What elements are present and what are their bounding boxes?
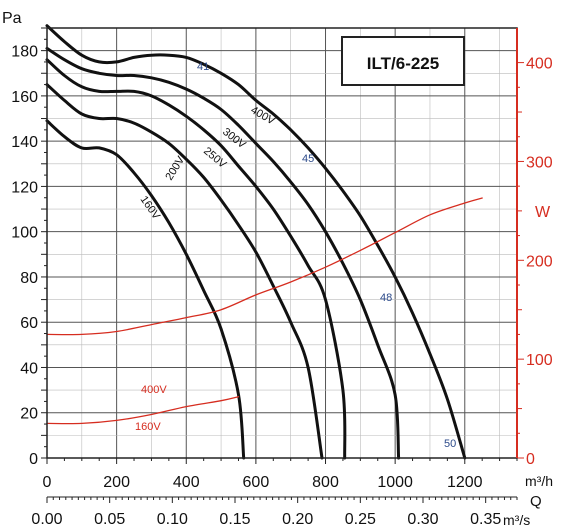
annotation-41: 41 — [197, 61, 209, 73]
right-axis-label: W — [535, 204, 551, 221]
x-tick-label: 1200 — [447, 474, 483, 491]
left-tick-label: 20 — [20, 406, 38, 423]
pressure-curve-300v — [45, 46, 401, 460]
label-power-160v: 160V — [135, 421, 161, 433]
left-tick-label: 180 — [11, 44, 38, 61]
x2-tick-label: 0.30 — [407, 511, 438, 528]
curves — [45, 24, 483, 460]
pressure-curve-200v — [45, 83, 324, 460]
right-tick-label: 200 — [526, 253, 553, 270]
right-tick-label: 300 — [526, 154, 553, 171]
x2-tick-label: 0.35 — [470, 511, 501, 528]
x-tick-label: 1000 — [377, 474, 413, 491]
left-tick-label: 100 — [11, 225, 38, 242]
chart-title: ILT/6-225 — [367, 54, 439, 73]
x-tick-label: 600 — [243, 474, 270, 491]
x2-tick-label: 0.25 — [345, 511, 376, 528]
left-tick-label: 120 — [11, 179, 38, 196]
left-tick-label: 60 — [20, 315, 38, 332]
left-tick-label: 140 — [11, 134, 38, 151]
right-tick-label: 400 — [526, 56, 553, 73]
x2-axis-label: m³/s — [503, 512, 530, 528]
pressure-curve-160v — [45, 119, 246, 460]
x2-axis-symbol: Q — [530, 493, 542, 510]
title-box — [341, 36, 465, 86]
power-curve-400v — [46, 197, 483, 336]
power-curve-160v — [46, 396, 240, 425]
x-axis-label: m³/h — [525, 473, 553, 489]
x2-tick-label: 0.00 — [31, 511, 62, 528]
x2-tick-label: 0.15 — [219, 511, 250, 528]
x2-tick-label: 0.10 — [157, 511, 188, 528]
x-tick-label: 200 — [103, 474, 130, 491]
x2-tick-label: 0.20 — [282, 511, 313, 528]
x-tick-label: 800 — [312, 474, 339, 491]
right-tick-label: 0 — [526, 451, 535, 468]
pressure-curve-250v — [45, 58, 347, 460]
x-tick-label: 400 — [173, 474, 200, 491]
annotation-48: 48 — [380, 292, 392, 304]
x-tick-label: 0 — [43, 474, 52, 491]
annotation-45: 45 — [302, 153, 314, 165]
left-axis-label: Pa — [2, 10, 22, 27]
left-tick-label: 160 — [11, 89, 38, 106]
left-tick-label: 0 — [29, 451, 38, 468]
right-tick-label: 100 — [526, 352, 553, 369]
left-tick-label: 80 — [20, 270, 38, 287]
label-power-400v: 400V — [141, 384, 167, 396]
x2-tick-label: 0.05 — [94, 511, 125, 528]
axes: 0 20 40 60 80 100 120 140 160 180 0 100 200 300 400 0 20… — [11, 27, 553, 528]
left-tick-label: 40 — [20, 360, 38, 377]
pressure-curve-400v — [45, 24, 467, 460]
annotation-50: 50 — [444, 438, 456, 450]
